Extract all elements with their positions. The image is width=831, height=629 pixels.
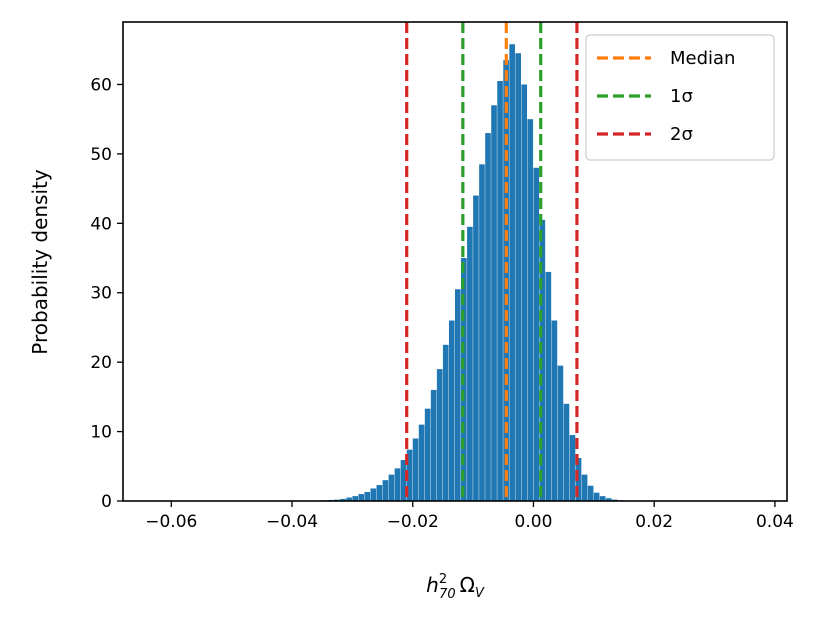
histogram-bar [509, 44, 515, 502]
x-axis-label: h2 70 ΩV [426, 572, 485, 602]
histogram-bar [364, 491, 371, 501]
histogram-bar [497, 81, 503, 501]
histogram-bar [521, 84, 528, 501]
histogram-bar [358, 494, 365, 501]
histogram-bar [340, 498, 346, 501]
histogram-bar [533, 167, 540, 502]
histogram-bar [569, 435, 576, 501]
histogram-bar [346, 497, 352, 501]
x-tick-label: 0.02 [635, 512, 673, 532]
histogram-bar [352, 496, 359, 501]
x-label-omega-sub: V [475, 586, 485, 601]
x-label-omega: Ω [460, 573, 475, 597]
y-tick-label: 20 [90, 353, 112, 373]
histogram-bar [448, 320, 455, 501]
histogram-bar [479, 164, 485, 502]
x-tick-label: 0.04 [756, 512, 794, 532]
histogram-bar [527, 119, 534, 501]
histogram-bar [485, 133, 491, 502]
x-tick-label: −0.02 [387, 512, 439, 532]
histogram-bar [376, 485, 383, 501]
histogram-bar [605, 498, 612, 501]
y-axis-label: Probability density [28, 169, 52, 355]
y-tick-label: 50 [90, 145, 112, 165]
legend: Median 1σ 2σ [585, 34, 775, 161]
x-tick-label: −0.06 [145, 512, 197, 532]
legend-label: Median [670, 48, 735, 69]
histogram-bar [545, 271, 552, 501]
y-tick-label: 60 [90, 75, 112, 95]
histogram-bar [388, 474, 395, 501]
y-tick-label: 0 [101, 492, 112, 512]
histogram-bar [442, 344, 449, 501]
histogram-bar [581, 474, 588, 501]
histogram-bar [575, 457, 582, 501]
x-axis-ticks: −0.06 −0.04 −0.02 0.00 0.02 0.04 [145, 501, 794, 532]
plot-frame [122, 21, 788, 502]
histogram-bar [424, 408, 431, 501]
histogram-bar [563, 403, 570, 501]
histogram-bar [473, 195, 479, 501]
histogram-bar [400, 460, 407, 501]
x-tick-label: 0.00 [515, 512, 553, 532]
histogram-bar [593, 492, 600, 501]
histogram-bar [515, 53, 521, 501]
histogram-bar [412, 438, 419, 501]
histogram-bar [382, 480, 389, 501]
histogram-bar [539, 219, 546, 501]
histogram-bar [557, 365, 564, 501]
legend-label: 1σ [670, 86, 693, 107]
histogram-bar [455, 289, 461, 501]
x-label-main: h [426, 573, 439, 597]
histogram-bar [370, 488, 377, 501]
y-tick-label: 40 [90, 214, 112, 234]
x-label-sup: 2 [439, 572, 447, 587]
y-axis-ticks: 0 10 20 30 40 50 60 [90, 75, 123, 512]
y-tick-label: 10 [90, 423, 112, 443]
histogram-bar [394, 468, 401, 501]
x-tick-label: −0.04 [266, 512, 318, 532]
histogram-bar [551, 320, 558, 501]
histogram-bar [587, 485, 594, 501]
y-tick-label: 30 [90, 284, 112, 304]
histogram-bar [436, 369, 443, 501]
legend-label: 2σ [670, 124, 693, 145]
x-label-sub: 70 [439, 587, 456, 602]
legend-box [585, 34, 775, 161]
histogram-bar [467, 226, 473, 501]
histogram-bar [418, 424, 425, 501]
histogram-bar [406, 449, 413, 501]
histogram-bar [599, 496, 606, 501]
histogram-bar [491, 105, 497, 501]
histogram-bar [430, 389, 437, 501]
